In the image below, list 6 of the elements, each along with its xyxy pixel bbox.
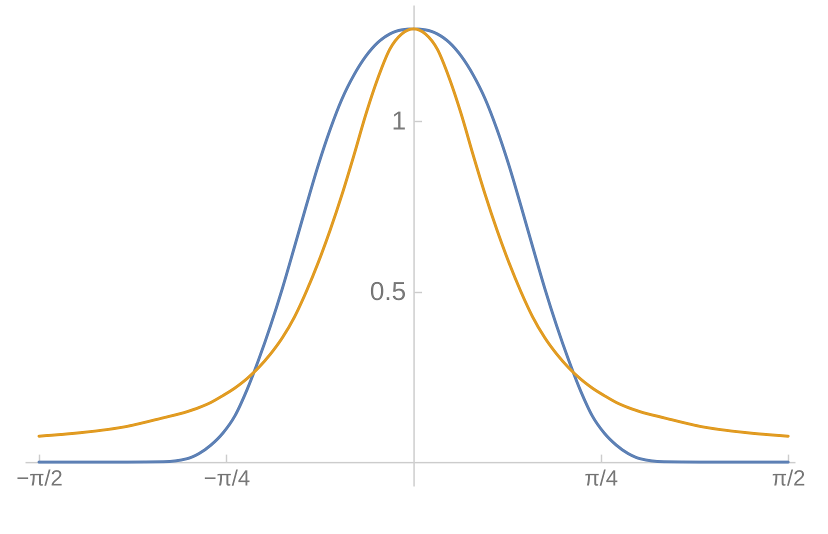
x-tick-label: π/4 bbox=[584, 466, 618, 491]
x-tick-label: π/2 bbox=[772, 466, 806, 491]
y-tick-label: 1 bbox=[392, 105, 406, 136]
y-tick-label: 0.5 bbox=[370, 276, 406, 306]
x-tick-label: −π/4 bbox=[204, 466, 250, 491]
x-tick-label: −π/2 bbox=[16, 466, 63, 491]
